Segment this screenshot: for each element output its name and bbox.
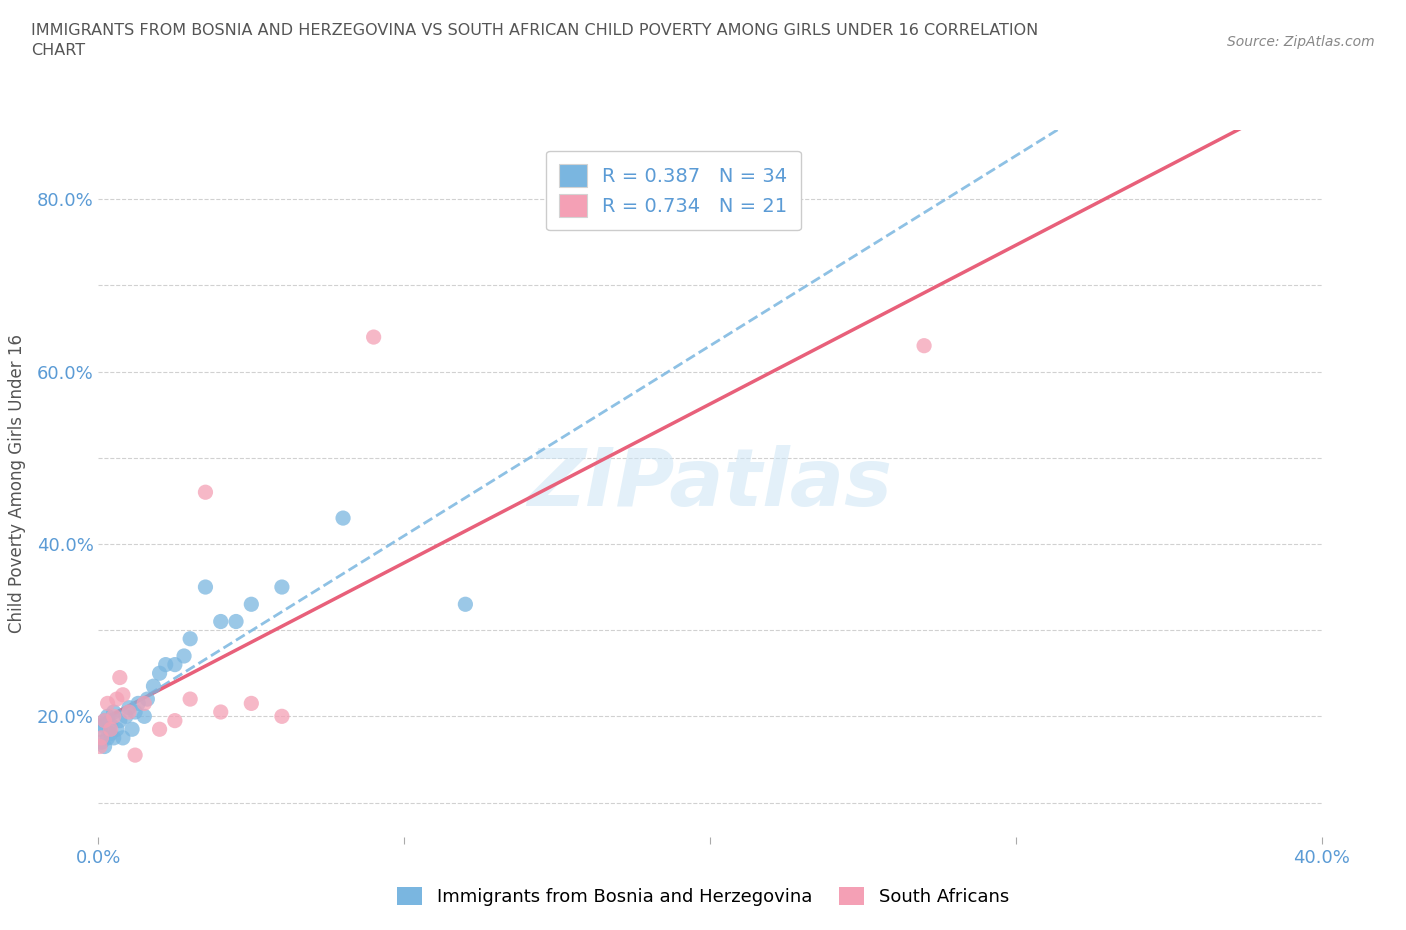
Point: [124, 705, 146, 720]
Point: [163, 658, 186, 672]
Point: [142, 679, 165, 694]
Point: [270, 709, 292, 724]
Point: [121, 722, 143, 737]
Point: [103, 705, 125, 720]
Point: [136, 692, 159, 707]
Point: [270, 579, 292, 594]
Point: [173, 648, 195, 663]
Point: [179, 692, 201, 707]
Point: [363, 329, 385, 344]
Point: [97, 709, 120, 724]
Point: [111, 730, 134, 745]
Point: [179, 631, 201, 646]
Point: [97, 730, 120, 745]
Point: [93, 713, 115, 728]
Point: [111, 687, 134, 702]
Text: IMMIGRANTS FROM BOSNIA AND HERZEGOVINA VS SOUTH AFRICAN CHILD POVERTY AMONG GIRL: IMMIGRANTS FROM BOSNIA AND HERZEGOVINA V…: [31, 23, 1038, 58]
Point: [103, 709, 125, 724]
Point: [209, 705, 232, 720]
Point: [912, 339, 935, 353]
Point: [149, 666, 172, 681]
Legend: Immigrants from Bosnia and Herzegovina, South Africans: Immigrants from Bosnia and Herzegovina, …: [389, 880, 1017, 913]
Point: [108, 713, 131, 728]
Point: [97, 696, 120, 711]
Text: ZIPatlas: ZIPatlas: [527, 445, 893, 523]
Point: [108, 671, 131, 685]
Point: [163, 713, 186, 728]
Point: [100, 718, 122, 733]
Point: [194, 579, 217, 594]
Point: [89, 739, 111, 754]
Text: Source: ZipAtlas.com: Source: ZipAtlas.com: [1227, 35, 1375, 49]
Point: [240, 696, 263, 711]
Point: [134, 696, 156, 711]
Point: [100, 726, 122, 741]
Point: [332, 511, 354, 525]
Legend: R = 0.387   N = 34, R = 0.734   N = 21: R = 0.387 N = 34, R = 0.734 N = 21: [546, 151, 801, 231]
Point: [118, 705, 141, 720]
Point: [93, 739, 115, 754]
Point: [90, 735, 112, 750]
Point: [105, 692, 128, 707]
Point: [194, 485, 217, 499]
Point: [225, 614, 247, 629]
Point: [149, 722, 172, 737]
Point: [134, 709, 156, 724]
Point: [240, 597, 263, 612]
Point: [127, 696, 149, 711]
Point: [454, 597, 477, 612]
Point: [93, 713, 115, 728]
Y-axis label: Child Poverty Among Girls Under 16: Child Poverty Among Girls Under 16: [7, 334, 25, 633]
Point: [118, 700, 141, 715]
Point: [105, 722, 128, 737]
Point: [90, 718, 112, 733]
Point: [209, 614, 232, 629]
Point: [103, 730, 125, 745]
Point: [100, 722, 122, 737]
Point: [155, 658, 177, 672]
Point: [115, 709, 138, 724]
Point: [124, 748, 146, 763]
Point: [89, 722, 111, 737]
Point: [90, 730, 112, 745]
